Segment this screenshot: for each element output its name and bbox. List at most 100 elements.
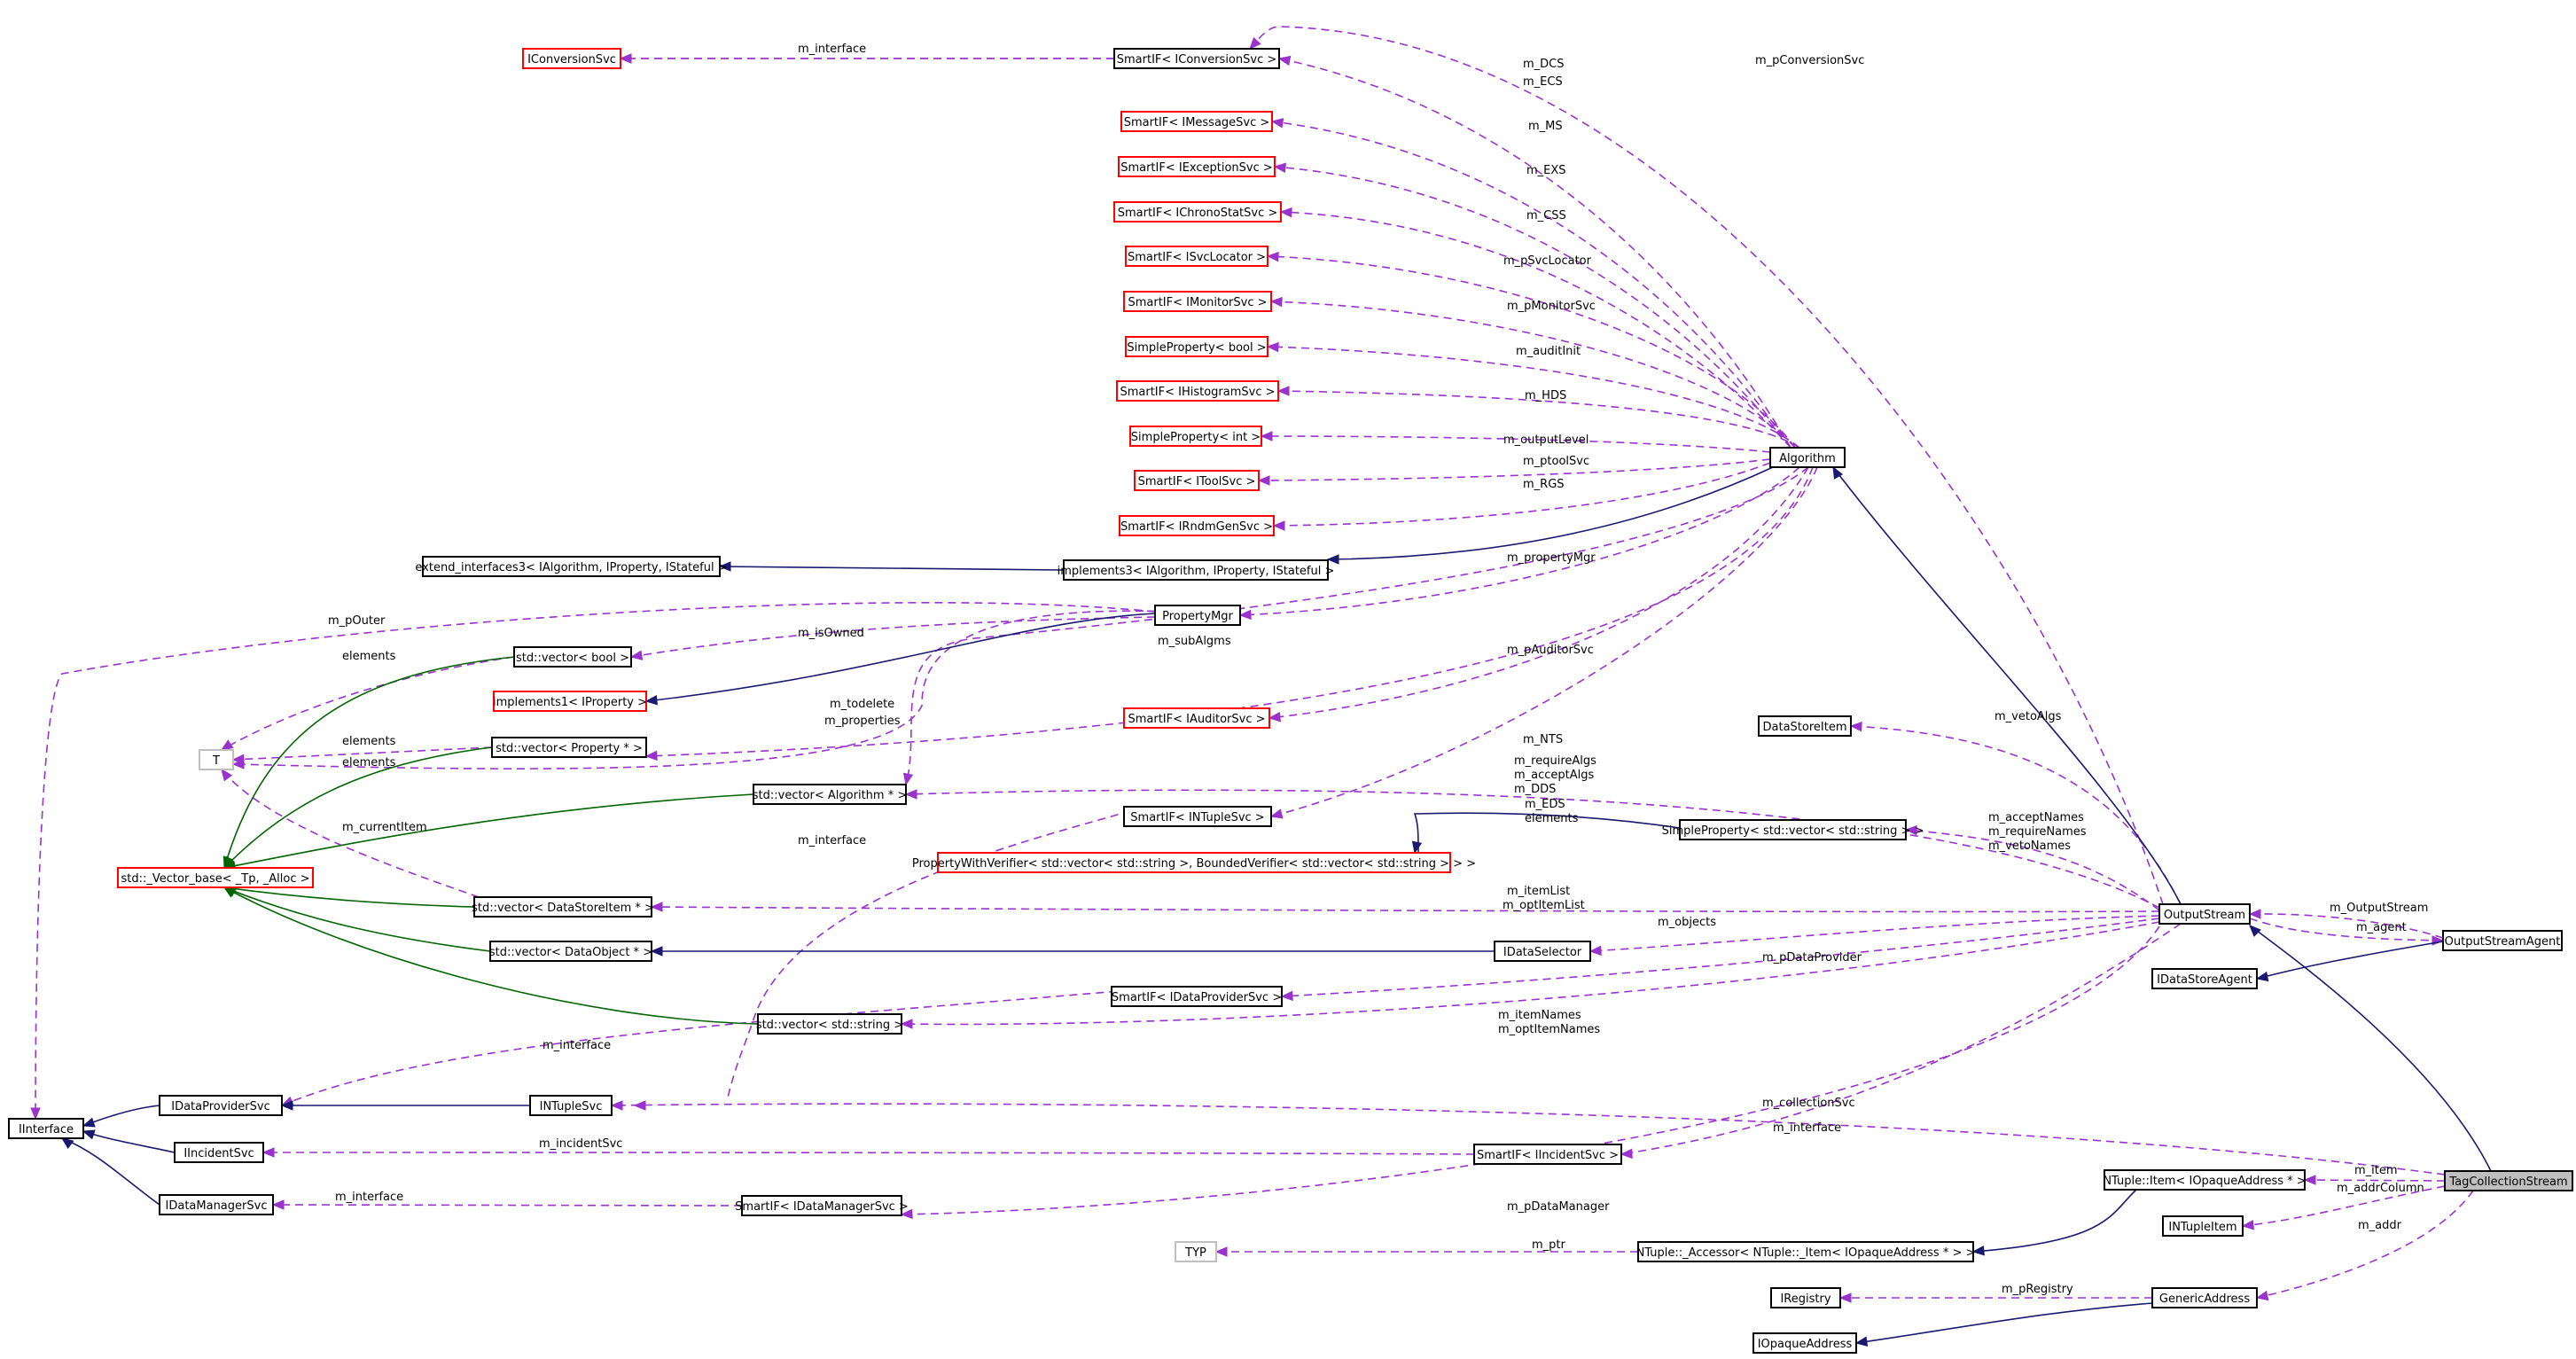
- class-node-intuplesvc[interactable]: INTupleSvc: [529, 1095, 613, 1116]
- class-node-smartif-idatamanagersvc[interactable]: SmartIF< IDataManagerSvc >: [735, 1195, 909, 1216]
- class-node-simpleproperty-int[interactable]: SimpleProperty< int >: [1129, 426, 1262, 447]
- template-edge: [222, 886, 491, 952]
- class-node-ntuple-accessor[interactable]: NTuple::_Accessor< NTuple::_Item< IOpaqu…: [1636, 1241, 1976, 1262]
- edge-label: m_OutputStream: [2330, 902, 2428, 915]
- class-node-genericaddress[interactable]: GenericAddress: [2151, 1287, 2258, 1308]
- usage-edge: [1260, 431, 1771, 453]
- class-node-label: SmartIF< IAuditorSvc >: [1128, 713, 1265, 726]
- class-node-smartif-imessagesvc[interactable]: SmartIF< IMessageSvc >: [1120, 111, 1273, 132]
- inheritance-edge: [2249, 925, 2492, 1172]
- edge-label: m_currentItem: [342, 821, 427, 834]
- class-node-iregistry[interactable]: IRegistry: [1770, 1287, 1841, 1308]
- class-node-vector-datastoreitem[interactable]: std::vector< DataStoreItem * >: [472, 896, 654, 918]
- class-node-label: NTuple::_Accessor< NTuple::_Item< IOpaqu…: [1636, 1246, 1976, 1260]
- class-node-vector-dataobject[interactable]: std::vector< DataObject * >: [489, 941, 652, 962]
- class-node-propertymgr[interactable]: PropertyMgr: [1154, 605, 1241, 626]
- class-node-smartif-itoolsvc[interactable]: SmartIF< IToolSvc >: [1134, 470, 1260, 491]
- class-node-typ[interactable]: TYP: [1175, 1241, 1217, 1262]
- class-node-smartif-iauditorsvc[interactable]: SmartIF< IAuditorSvc >: [1123, 707, 1270, 729]
- class-node-label: SmartIF< IChronoStatSvc >: [1118, 207, 1278, 220]
- class-node-label: SmartIF< IIncidentSvc >: [1477, 1149, 1619, 1162]
- class-node-propertywithverifier[interactable]: PropertyWithVerifier< std::vector< std::…: [912, 852, 1476, 873]
- class-node-iinterface[interactable]: IInterface: [8, 1118, 84, 1139]
- class-node-smartif-iincidentsvc[interactable]: SmartIF< IIncidentSvc >: [1473, 1144, 1622, 1165]
- edge-label: m_RGS: [1523, 478, 1565, 491]
- usage-edge: [2255, 1190, 2474, 1301]
- class-node-idatastoreagent[interactable]: IDataStoreAgent: [2151, 968, 2258, 989]
- class-node-vector-algorithm[interactable]: std::vector< Algorithm * >: [753, 784, 907, 805]
- usage-edge: [650, 902, 2160, 913]
- class-node-idataselector[interactable]: IDataSelector: [1494, 941, 1591, 962]
- class-node-label: SmartIF< IExceptionSvc >: [1120, 161, 1273, 175]
- class-node-label: std::_Vector_base< _Tp, _Alloc >: [121, 872, 309, 886]
- usage-edge: [610, 1100, 2446, 1175]
- diagram-edge-labels: m_interface m_pConversionSvc m_DCS m_ECS m_M…: [328, 43, 2428, 1296]
- class-node-tagcollectionstream[interactable]: TagCollectionStream: [2444, 1170, 2573, 1191]
- edge-label: m_addr: [2358, 1219, 2402, 1232]
- class-node-label: OutputStreamAgent: [2445, 935, 2561, 949]
- edge-label: m_interface: [543, 1039, 611, 1052]
- class-node-algorithm[interactable]: Algorithm: [1769, 447, 1846, 468]
- class-node-outputstreamagent[interactable]: OutputStreamAgent: [2442, 930, 2563, 951]
- usage-edge: [1838, 1293, 2152, 1303]
- class-node-smartif-isvclocator[interactable]: SmartIF< ISvcLocator >: [1125, 246, 1268, 267]
- class-node-label: IOpaqueAddress: [1758, 1338, 1853, 1351]
- usage-edge: [1269, 466, 1818, 819]
- class-node-label: SmartIF< IRndmGenSvc >: [1120, 520, 1273, 534]
- class-node-intupleitem[interactable]: INTupleItem: [2162, 1215, 2244, 1237]
- inheritance-edge: [650, 946, 1495, 957]
- edge-label: m_NTS: [1523, 733, 1563, 746]
- class-node-smartif-ichronostatsvc[interactable]: SmartIF< IChronoStatSvc >: [1113, 201, 1282, 223]
- class-node-vector-base[interactable]: std::_Vector_base< _Tp, _Alloc >: [117, 867, 314, 888]
- class-node-t[interactable]: T: [199, 749, 234, 770]
- class-node-implements1[interactable]: implements1< IProperty >: [493, 691, 647, 712]
- class-node-smartif-iexceptionsvc[interactable]: SmartIF< IExceptionSvc >: [1118, 156, 1276, 177]
- edge-label: m_incidentSvc: [539, 1137, 622, 1151]
- class-node-smartif-iconversionsvc[interactable]: SmartIF< IConversionSvc >: [1113, 48, 1280, 69]
- class-node-label: SmartIF< IDataProviderSvc >: [1112, 991, 1282, 1004]
- class-node-extend-interfaces3[interactable]: extend_interfaces3< IAlgorithm, IPropert…: [415, 556, 728, 577]
- class-node-label: SmartIF< IToolSvc >: [1138, 475, 1256, 488]
- class-node-simpleproperty-bool[interactable]: SimpleProperty< bool >: [1125, 336, 1268, 357]
- usage-edge: [1904, 824, 2160, 911]
- edge-label: m_objects: [1658, 916, 1716, 929]
- class-node-iconversionsvc[interactable]: IConversionSvc: [522, 48, 621, 69]
- usage-edge: [1270, 118, 1791, 449]
- class-node-vector-bool[interactable]: std::vector< bool >: [513, 646, 632, 668]
- class-node-smartif-ihistogramsvc[interactable]: SmartIF< IHistogramSvc >: [1116, 380, 1279, 402]
- class-node-datastoreitem[interactable]: DataStoreItem: [1758, 715, 1852, 737]
- class-node-idatamanagersvc[interactable]: IDataManagerSvc: [159, 1194, 274, 1215]
- class-node-label: SimpleProperty< bool >: [1127, 341, 1266, 355]
- class-node-vector-property[interactable]: std::vector< Property * >: [491, 737, 647, 758]
- class-node-smartif-idataprovidersvc[interactable]: SmartIF< IDataProviderSvc >: [1111, 986, 1283, 1007]
- class-node-smartif-intuplesvc[interactable]: SmartIF< INTupleSvc >: [1123, 806, 1272, 827]
- class-node-ntuple-item[interactable]: NTuple::Item< IOpaqueAddress * >: [2103, 1169, 2307, 1191]
- class-node-vector-string[interactable]: std::vector< std::string >: [756, 1013, 903, 1035]
- inheritance-edge: [280, 1100, 530, 1111]
- class-node-label: std::vector< DataStoreItem * >: [472, 902, 654, 915]
- class-node-iopaqueaddress[interactable]: IOpaqueAddress: [1752, 1332, 1857, 1354]
- class-node-outputstream[interactable]: OutputStream: [2158, 903, 2251, 925]
- class-node-label: GenericAddress: [2159, 1293, 2250, 1306]
- edge-label: m_auditInit: [1516, 345, 1581, 358]
- class-node-implements3[interactable]: implements3< IAlgorithm, IProperty, ISta…: [1058, 559, 1335, 581]
- usage-edge: [1279, 207, 1791, 449]
- edge-label: m_MS: [1528, 120, 1563, 133]
- class-node-smartif-irndmgensvc[interactable]: SmartIF< IRndmGenSvc >: [1119, 515, 1275, 536]
- class-node-label: SmartIF< IMonitorSvc >: [1128, 296, 1267, 309]
- usage-edge: [1214, 1246, 1638, 1257]
- class-node-smartif-imonitorsvc[interactable]: SmartIF< IMonitorSvc >: [1123, 291, 1272, 312]
- class-node-label: TagCollectionStream: [2448, 1175, 2567, 1189]
- edge-label: m_pRegistry: [2002, 1283, 2073, 1296]
- usage-edge: [1276, 386, 1800, 449]
- template-edge: [222, 886, 759, 1025]
- edge-label: m_pSvcLocator: [1503, 254, 1592, 268]
- class-node-simpleproperty-vector-string[interactable]: SimpleProperty< std::vector< std::string…: [1662, 819, 1924, 840]
- class-node-label: IRegistry: [1780, 1293, 1831, 1306]
- class-node-iincidentsvc[interactable]: IIncidentSvc: [174, 1142, 264, 1163]
- edge-label: m_todelete: [830, 698, 894, 711]
- edge-label: m_CSS: [1526, 209, 1566, 223]
- inheritance-edge: [1411, 812, 1681, 855]
- inheritance-edge: [60, 1137, 160, 1206]
- class-node-idataprovidersvc[interactable]: IDataProviderSvc: [159, 1095, 283, 1116]
